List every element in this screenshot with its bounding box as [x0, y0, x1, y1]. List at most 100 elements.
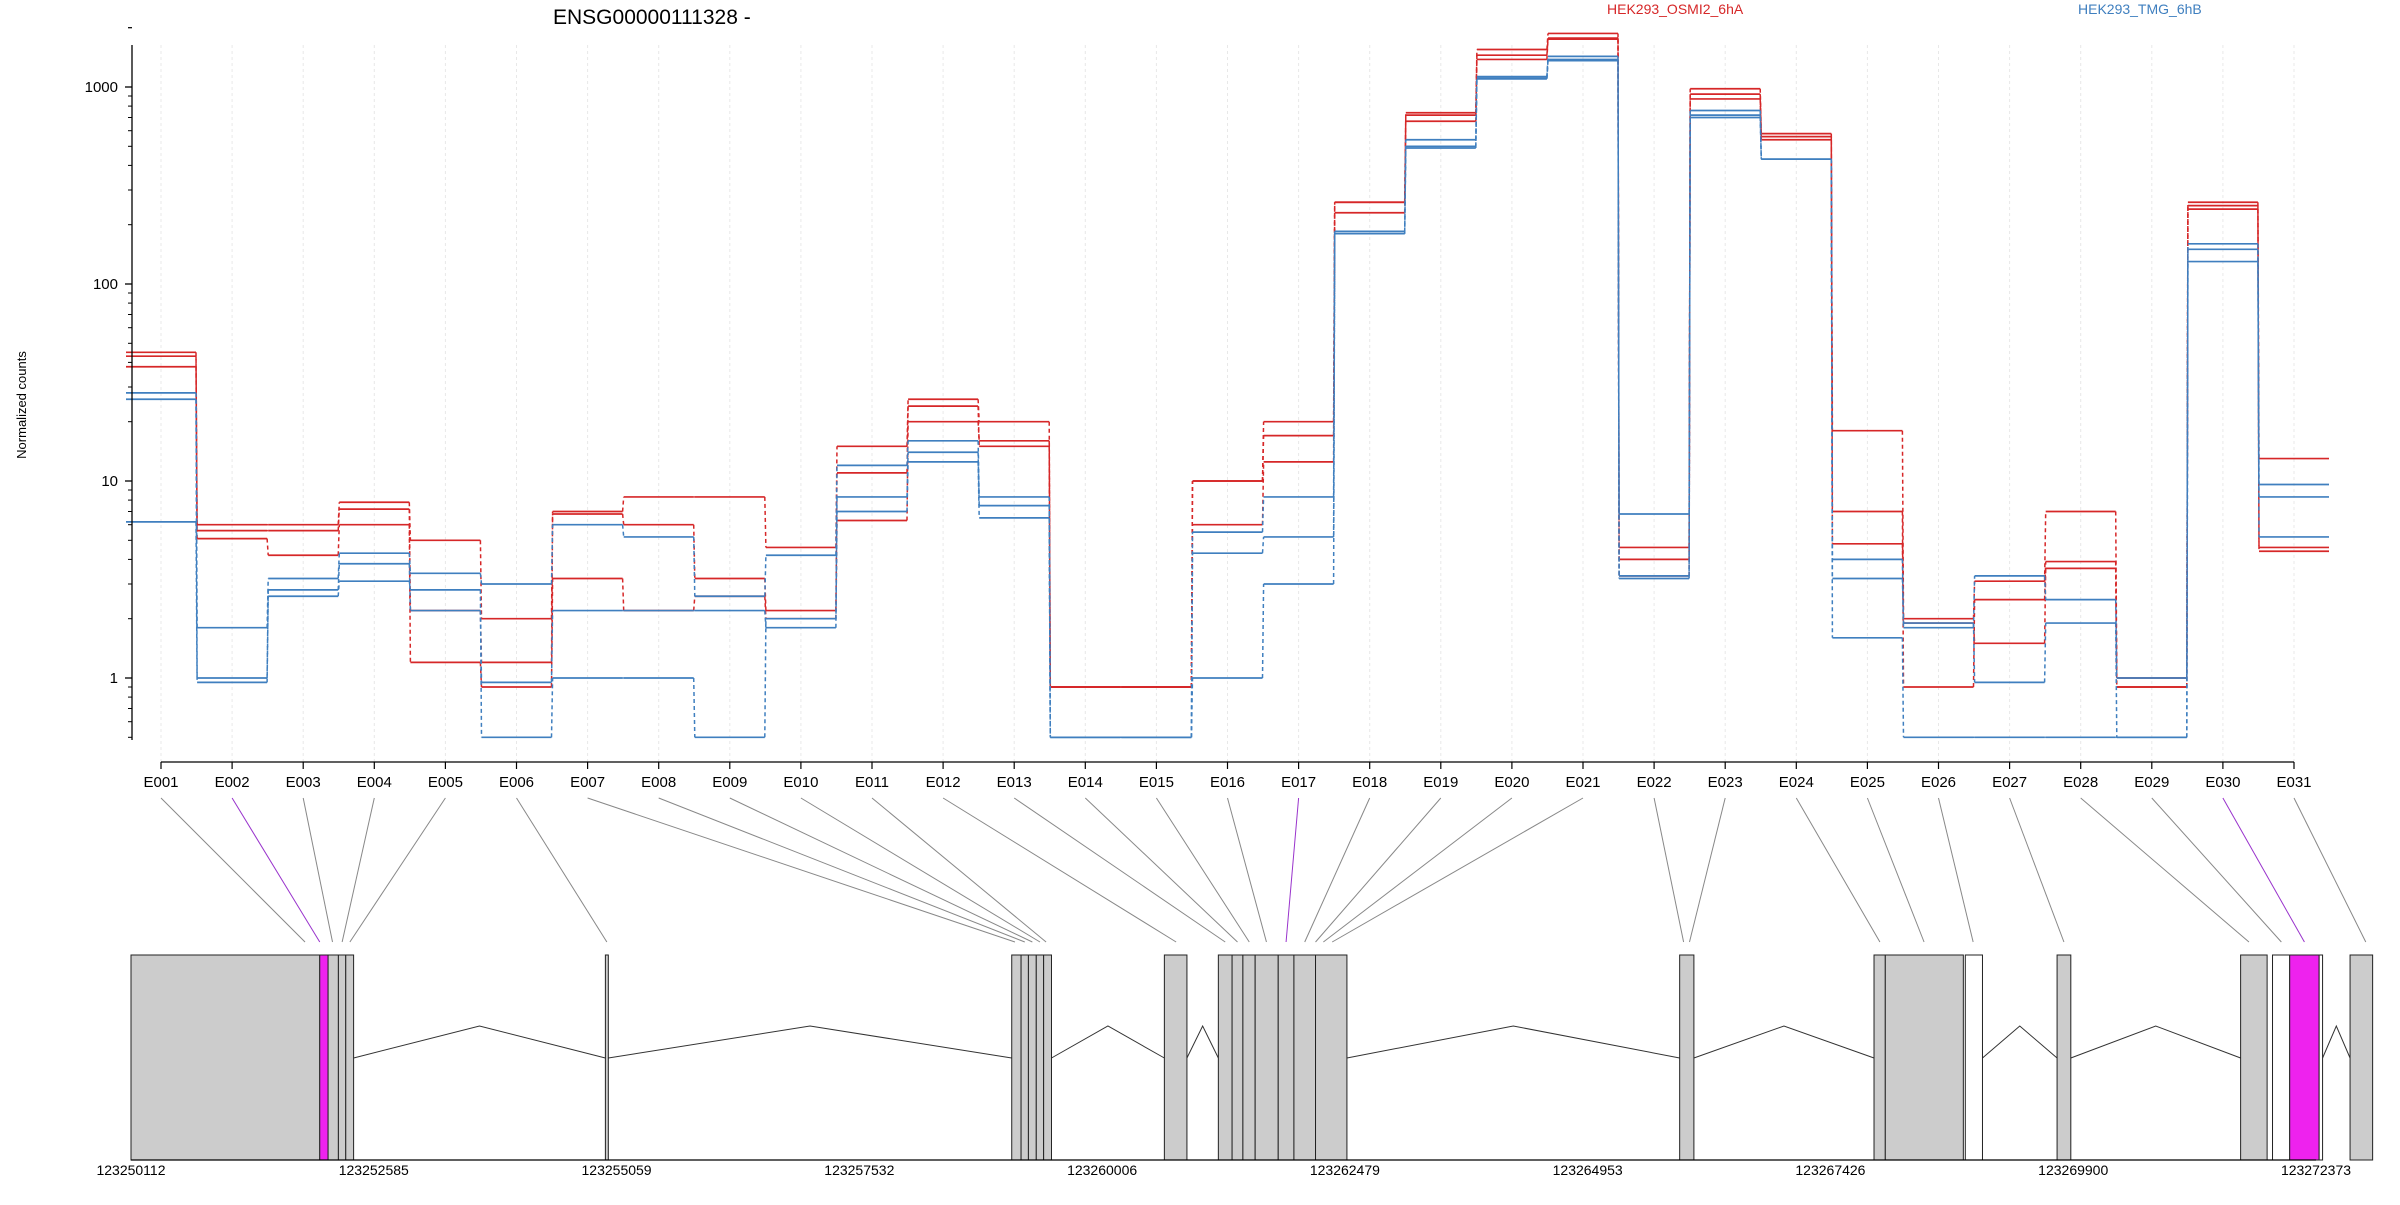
y-tick-label: 10 — [101, 473, 118, 490]
series-connector — [1048, 505, 1052, 738]
x-tick-label: E012 — [926, 774, 961, 791]
series-connector — [550, 524, 554, 585]
x-tick-label: E026 — [1921, 774, 1956, 791]
series-6 — [126, 59, 2329, 739]
exon-block — [1020, 954, 1029, 1161]
x-tick-label: E023 — [1708, 774, 1743, 791]
exon-block — [130, 954, 321, 1161]
series-connector — [1546, 60, 1549, 79]
exon-connector — [1155, 797, 1250, 943]
exon-connector — [1331, 797, 1584, 943]
coord-tick-label: 123255059 — [582, 1162, 652, 1178]
series-connector — [1190, 677, 1194, 738]
intron-line — [353, 1025, 606, 1059]
exon-block — [1315, 954, 1348, 1161]
exon-connector — [1013, 797, 1226, 943]
intron-line — [1051, 1025, 1165, 1059]
series-connector — [1901, 511, 1905, 688]
x-tick-label: E011 — [855, 774, 889, 791]
exon-connector — [800, 797, 1041, 943]
intron-line — [1693, 1025, 1875, 1059]
x-tick-label: E022 — [1637, 774, 1672, 791]
series-connector — [1261, 536, 1265, 554]
x-tick-label: E021 — [1565, 774, 1600, 791]
series-connector — [1830, 159, 1834, 638]
exon-connector — [1227, 797, 1267, 943]
exon-block — [1217, 954, 1233, 1161]
series-connector — [977, 399, 980, 422]
coord-tick-label: 123252585 — [339, 1162, 409, 1178]
series-connector — [2043, 561, 2047, 600]
series-connector — [2114, 623, 2118, 738]
exon-block — [1043, 954, 1052, 1161]
exon-block — [1254, 954, 1279, 1161]
series-connector — [621, 524, 625, 538]
series-connector — [266, 596, 269, 683]
series-connector — [1901, 578, 1905, 624]
exon-connector — [302, 797, 333, 943]
series-connector — [195, 399, 198, 679]
exon-connector — [1795, 797, 1881, 943]
series-connector — [1688, 117, 1691, 576]
series-connector — [1475, 78, 1478, 149]
x-tick-label: E009 — [712, 774, 747, 791]
series-connector — [2043, 568, 2047, 644]
exon-connector — [516, 797, 608, 943]
intron-line — [1346, 1025, 1680, 1059]
x-tick-label: E007 — [570, 774, 605, 791]
series-lines — [126, 32, 2329, 739]
exon-connector — [160, 797, 306, 943]
exon-connector — [2151, 797, 2282, 943]
x-tick-label: E015 — [1139, 774, 1174, 791]
exon-connector — [1653, 797, 1685, 943]
exon-block — [2289, 954, 2320, 1161]
series-connector — [764, 618, 767, 738]
series-connector — [1759, 115, 1763, 160]
series-connector — [337, 553, 341, 579]
intron-line — [2322, 1024, 2351, 1059]
series-connector — [408, 581, 412, 591]
exon-block — [2056, 954, 2072, 1161]
x-tick-label: E002 — [215, 774, 250, 791]
series-connector — [1048, 421, 1052, 688]
series-connector — [835, 511, 838, 619]
exon-connector — [2222, 797, 2305, 943]
series-connector — [479, 573, 483, 585]
exon-block — [327, 954, 339, 1161]
x-tick-label: E008 — [641, 774, 676, 791]
exon-block — [1884, 954, 1964, 1161]
x-axis: E001 E002 E003 E004 E005 E006 E007 E008 E009 E010… — [143, 761, 2312, 791]
series-connector — [337, 563, 341, 590]
intron-line — [2070, 1025, 2241, 1059]
coord-tick-label: 123272373 — [2281, 1162, 2351, 1178]
series-connector — [764, 555, 767, 597]
x-tick-label: E001 — [143, 774, 178, 791]
series-connector — [1332, 231, 1336, 585]
exon-connector — [2080, 797, 2250, 943]
series-connector — [692, 536, 696, 597]
series-connector — [337, 581, 341, 597]
y-axis: 1 10 100 1000 — [85, 27, 133, 740]
series-connector — [479, 540, 483, 619]
exon-block — [2240, 954, 2268, 1161]
x-tick-label: E027 — [1992, 774, 2027, 791]
series-connector — [2043, 575, 2047, 600]
series-connector — [1048, 517, 1052, 738]
x-tick-label: E004 — [357, 774, 392, 791]
series-connector — [1688, 115, 1691, 579]
intron-line — [1982, 1025, 2058, 1059]
exon-connector — [1323, 797, 1513, 943]
x-tick-label: E024 — [1779, 774, 1814, 791]
y-tick-label: 1 — [110, 670, 118, 687]
series-connector — [2186, 261, 2189, 738]
x-tick-label: E020 — [1494, 774, 1529, 791]
series-connector — [1190, 480, 1194, 688]
exon-block — [1679, 954, 1695, 1161]
series-connector — [692, 596, 696, 611]
exon-block — [1873, 954, 1886, 1161]
series-connector — [2043, 511, 2047, 582]
exon-block — [2272, 954, 2291, 1161]
series-connector — [977, 406, 980, 447]
x-tick-label: E025 — [1850, 774, 1885, 791]
